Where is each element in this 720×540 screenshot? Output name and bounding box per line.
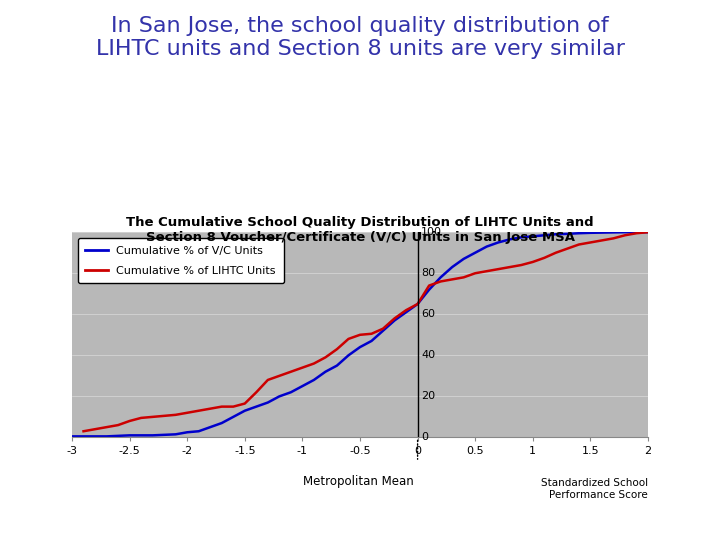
Text: Standardized School
Performance Score: Standardized School Performance Score (541, 478, 648, 500)
Text: 0: 0 (421, 433, 428, 442)
Text: 20: 20 (421, 392, 435, 401)
Text: Metropolitan Mean: Metropolitan Mean (303, 475, 414, 488)
Text: 80: 80 (421, 268, 435, 278)
Legend: Cumulative % of V/C Units, Cumulative % of LIHTC Units: Cumulative % of V/C Units, Cumulative % … (78, 238, 284, 284)
Text: 100: 100 (421, 227, 442, 237)
Text: In San Jose, the school quality distribution of
LIHTC units and Section 8 units : In San Jose, the school quality distribu… (96, 16, 624, 59)
Text: The Cumulative School Quality Distribution of LIHTC Units and
Section 8 Voucher/: The Cumulative School Quality Distributi… (126, 216, 594, 244)
Text: 40: 40 (421, 350, 435, 360)
Text: 60: 60 (421, 309, 435, 319)
